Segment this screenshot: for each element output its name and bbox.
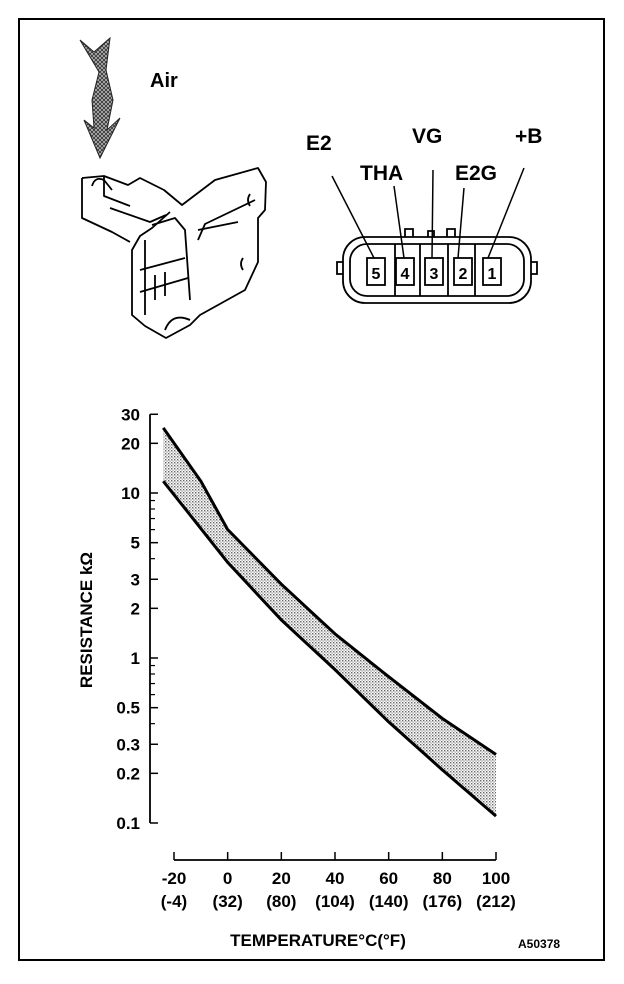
x-tick-label-fahrenheit: (212) (476, 892, 516, 911)
y-tick-label: 0.1 (116, 814, 140, 833)
terminal-label-vg: VG (412, 125, 442, 148)
y-axis-label: RESISTANCE kΩ (77, 552, 96, 688)
terminal-leader-lines (331, 167, 525, 259)
x-tick-label-fahrenheit: (32) (213, 892, 243, 911)
x-tick-label: 20 (272, 869, 291, 888)
x-tick-label: 80 (433, 869, 452, 888)
x-tick-label: 60 (379, 869, 398, 888)
x-tick-label: -20 (162, 869, 187, 888)
terminal-label-tha: THA (360, 162, 403, 185)
y-tick-label: 0.5 (116, 699, 140, 718)
tolerance-band (163, 427, 496, 817)
x-tick-label-fahrenheit: (176) (422, 892, 462, 911)
figure-code: A50378 (518, 937, 560, 951)
x-tick-label: 100 (482, 869, 510, 888)
y-tick-label: 2 (131, 599, 140, 618)
x-tick-label-fahrenheit: (104) (315, 892, 355, 911)
svg-text:1: 1 (488, 266, 497, 283)
x-tick-label-fahrenheit: (140) (369, 892, 409, 911)
y-tick-label: 1 (131, 649, 140, 668)
lower-limit-curve (162, 480, 497, 818)
y-tick-label: 10 (121, 484, 140, 503)
terminal-pin-4: 4 (395, 257, 415, 286)
air-flow-arrow-icon (79, 36, 121, 160)
terminal-pin-3: 3 (424, 257, 444, 286)
terminal-pins: 5 4 3 2 1 (366, 257, 502, 286)
y-tick-label: 20 (121, 434, 140, 453)
svg-text:3: 3 (430, 266, 439, 283)
terminal-pin-2: 2 (453, 257, 473, 286)
upper-limit-curve (162, 427, 497, 756)
air-flow-meter-drawing (81, 167, 267, 339)
resistance-temperature-chart: 30 20 10 5 3 2 1 0.5 0.3 0.2 0.1 -20 (-4) 0 (32) 20 (80)… (116, 405, 515, 911)
connector-drawing (336, 228, 538, 304)
x-tick-label: 0 (223, 869, 232, 888)
svg-text:4: 4 (401, 266, 410, 283)
y-tick-label: 3 (131, 570, 140, 589)
x-tick-label-fahrenheit: (80) (266, 892, 296, 911)
air-label: Air (150, 70, 178, 92)
y-tick-label: 5 (131, 534, 140, 553)
frame-border (18, 18, 605, 961)
terminal-label-e2g: E2G (455, 162, 497, 185)
terminal-label-plus-b: +B (515, 125, 542, 148)
terminal-pin-1: 1 (482, 257, 502, 286)
svg-text:5: 5 (372, 266, 381, 283)
x-tick-label: 40 (326, 869, 345, 888)
y-tick-label: 0.3 (116, 735, 140, 754)
svg-text:2: 2 (459, 266, 468, 283)
terminal-pin-5: 5 (366, 257, 386, 286)
x-axis-label: TEMPERATURE°C(°F) (230, 931, 406, 950)
y-tick-label: 30 (121, 405, 140, 424)
x-tick-label-fahrenheit: (-4) (161, 892, 187, 911)
y-tick-label: 0.2 (116, 764, 140, 783)
terminal-label-e2: E2 (306, 132, 332, 155)
